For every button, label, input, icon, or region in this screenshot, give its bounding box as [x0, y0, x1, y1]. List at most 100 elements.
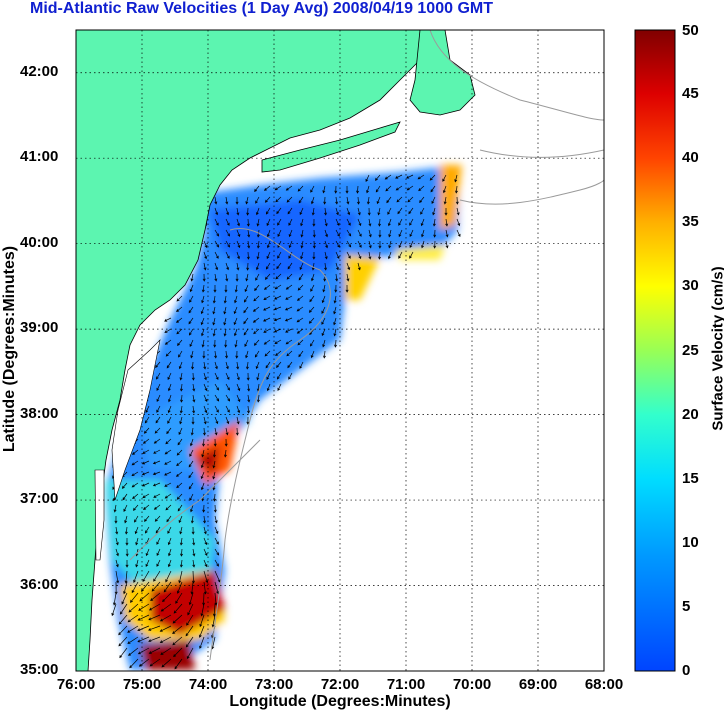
velocity-arrow: [335, 273, 339, 282]
velocity-arrow: [324, 240, 328, 249]
velocity-arrow: [234, 295, 238, 304]
velocity-arrow: [433, 229, 437, 238]
velocity-arrow: [224, 438, 228, 447]
velocity-arrow: [288, 251, 293, 259]
velocity-arrow: [178, 350, 183, 358]
x-tick-label: 68:00: [584, 676, 624, 693]
colorbar-tick-label: 5: [682, 597, 691, 615]
velocity-arrow: [335, 196, 339, 205]
velocity-arrow: [456, 229, 461, 237]
velocity-arrow: [154, 427, 161, 434]
velocity-arrow: [456, 207, 460, 216]
velocity-arrow: [244, 284, 249, 293]
velocity-arrow: [225, 383, 230, 391]
velocity-arrow: [200, 306, 205, 315]
velocity-arrow: [311, 262, 315, 271]
velocity-arrow: [324, 207, 328, 216]
velocity-arrow: [156, 405, 161, 413]
velocity-arrow: [324, 218, 328, 227]
velocity-arrow: [129, 658, 139, 669]
velocity-arrow: [200, 482, 205, 491]
velocity-arrow: [164, 317, 172, 322]
velocity-arrow: [179, 537, 183, 546]
velocity-arrow: [143, 427, 150, 434]
velocity-arrow: [299, 262, 304, 271]
velocity-arrow: [189, 339, 194, 348]
velocity-arrow: [310, 350, 315, 359]
velocity-arrow: [256, 240, 260, 249]
velocity-arrow: [300, 218, 304, 227]
velocity-arrow: [192, 405, 196, 414]
velocity-arrow: [176, 581, 183, 594]
velocity-arrow: [115, 570, 120, 584]
velocity-arrow: [365, 174, 370, 183]
velocity-arrow: [247, 394, 251, 403]
velocity-arrow: [214, 361, 218, 370]
colorbar: [634, 29, 676, 672]
velocity-arrow: [185, 636, 194, 648]
velocity-arrow: [148, 603, 161, 611]
velocity-arrow: [432, 207, 436, 216]
velocity-arrow: [203, 240, 208, 249]
velocity-arrow: [167, 405, 172, 414]
velocity-arrow: [225, 262, 230, 271]
velocity-arrow: [225, 273, 229, 282]
velocity-arrow: [245, 196, 249, 205]
velocity-arrow: [179, 526, 183, 535]
velocity-arrow: [179, 383, 183, 392]
velocity-arrow: [214, 548, 220, 556]
velocity-arrow: [156, 559, 161, 567]
velocity-arrow: [333, 295, 337, 304]
velocity-arrow: [127, 625, 139, 633]
velocity-arrow: [214, 537, 219, 545]
velocity-arrow: [131, 581, 139, 594]
velocity-arrow: [308, 317, 315, 324]
velocity-arrow: [203, 262, 207, 271]
colorbar-tick-label: 10: [682, 533, 699, 551]
velocity-arrow: [236, 251, 240, 260]
velocity-arrow: [454, 174, 458, 183]
velocity-arrow: [407, 196, 414, 203]
velocity-arrow: [179, 405, 183, 414]
velocity-arrow: [191, 526, 195, 535]
velocity-arrow: [176, 328, 183, 335]
x-axis-label: Longitude (Degrees:Minutes): [229, 693, 451, 710]
velocity-arrow: [142, 493, 150, 498]
velocity-arrow: [286, 196, 293, 203]
velocity-arrow: [153, 504, 161, 510]
velocity-arrow: [128, 647, 139, 656]
velocity-arrow: [188, 317, 194, 325]
velocity-arrow: [203, 361, 207, 370]
velocity-arrow: [356, 185, 360, 194]
velocity-arrow: [167, 559, 172, 568]
velocity-arrow: [321, 306, 326, 314]
velocity-arrow: [212, 482, 216, 491]
velocity-arrow: [377, 207, 381, 216]
velocity-arrow: [144, 416, 150, 424]
velocity-arrow: [245, 273, 249, 282]
velocity-arrow: [357, 218, 362, 227]
velocity-arrow: [443, 196, 447, 205]
velocity-arrow: [368, 240, 372, 249]
velocity-arrow: [200, 471, 205, 480]
velocity-arrow: [384, 174, 392, 180]
velocity-arrow: [398, 218, 403, 226]
colorbar-tick-label: 20: [682, 405, 699, 423]
velocity-arrow: [188, 482, 194, 490]
x-tick-label: 76:00: [56, 676, 96, 693]
velocity-arrow: [156, 537, 161, 545]
velocity-arrow: [213, 438, 217, 447]
velocity-arrow: [177, 339, 183, 346]
velocity-arrow: [150, 592, 161, 602]
velocity-arrow: [114, 515, 118, 524]
velocity-arrow: [148, 636, 161, 643]
velocity-arrow: [188, 460, 194, 468]
velocity-arrow: [246, 262, 250, 271]
velocity-arrow: [266, 383, 271, 392]
x-tick-label: 71:00: [386, 676, 426, 693]
y-tick-label: 38:00: [20, 404, 59, 422]
velocity-arrow: [243, 317, 249, 325]
velocity-arrow: [309, 295, 315, 303]
velocity-arrow: [409, 218, 414, 226]
velocity-arrow: [311, 207, 315, 216]
